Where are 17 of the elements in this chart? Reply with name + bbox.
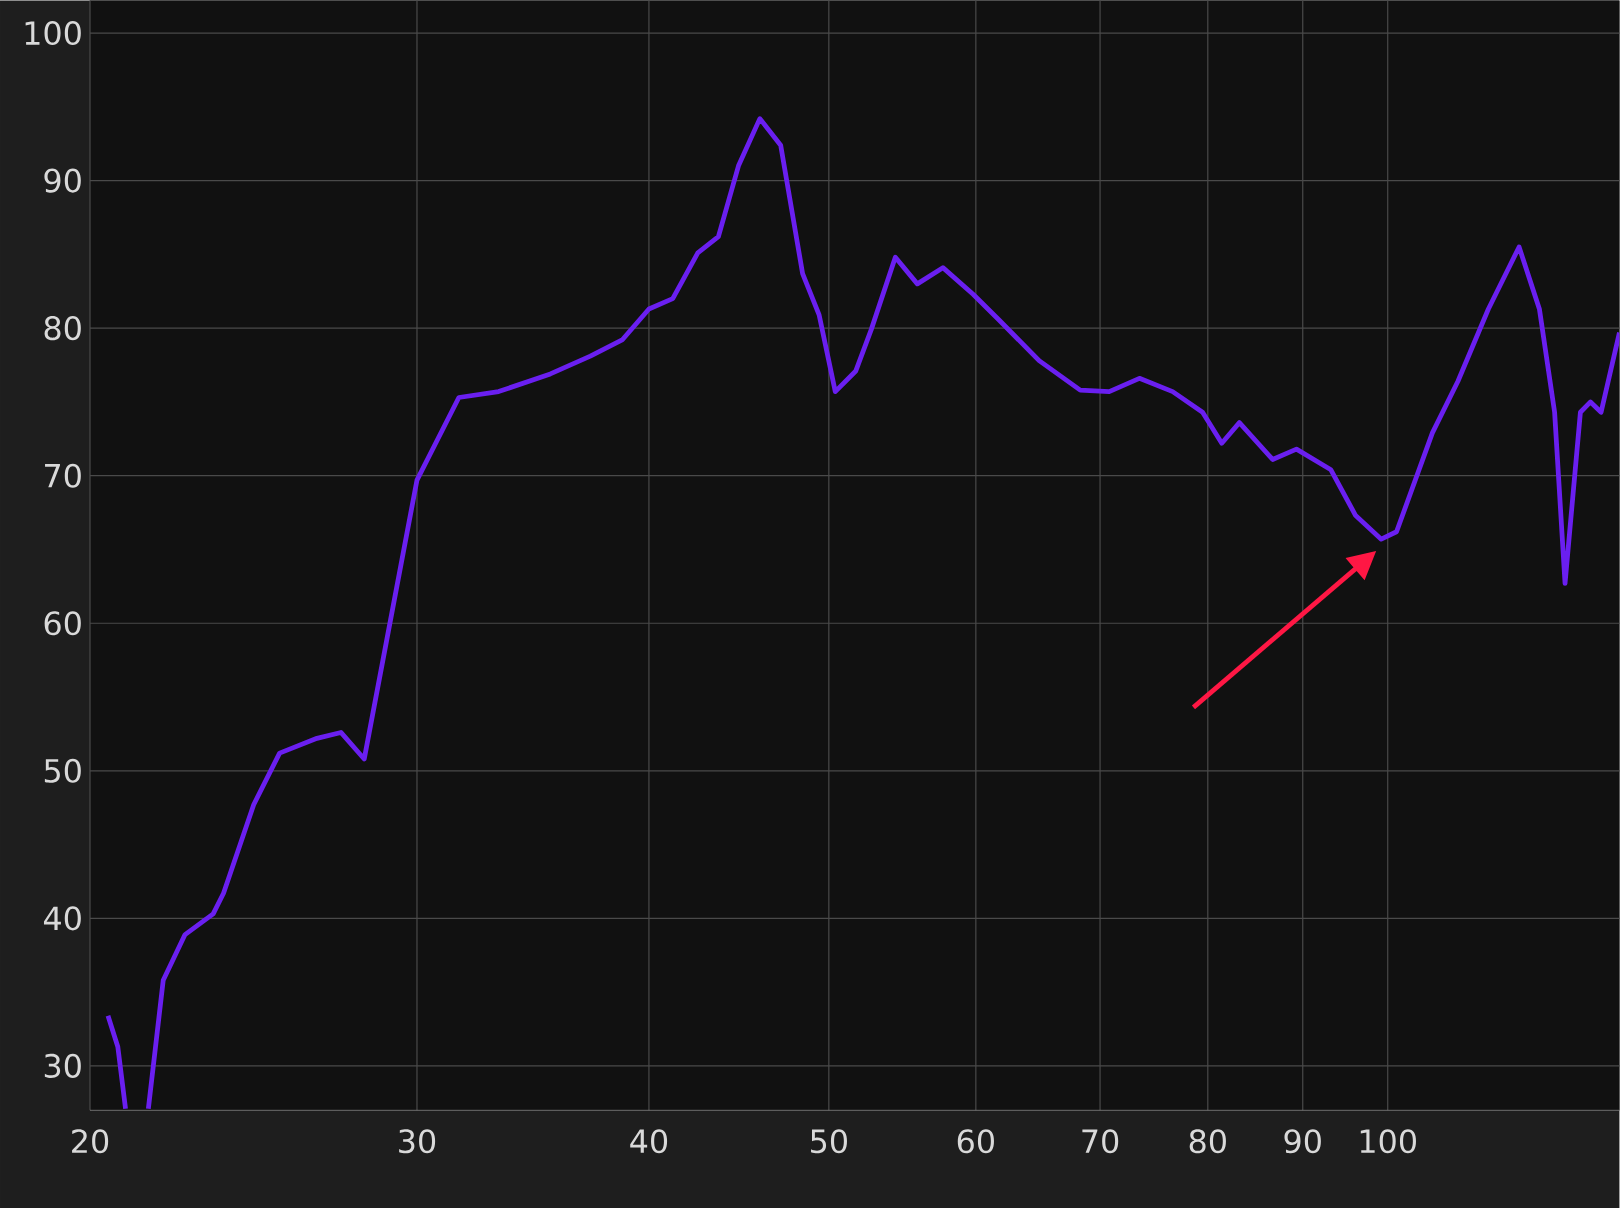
y-tick-label: 80 [44,316,81,341]
x-tick-label: 100 [1360,1129,1416,1154]
x-tick-label: 80 [1189,1129,1226,1154]
y-tick-label: 100 [25,20,81,46]
x-tick-label: 60 [957,1129,994,1154]
y-tick-label: 90 [44,168,81,193]
y-tick-label: 60 [44,611,81,636]
x-tick-label: 30 [399,1129,436,1154]
y-tick-label: 40 [43,906,81,931]
x-tick-label: 40 [630,1129,668,1154]
x-tick-label: 90 [1284,1129,1321,1154]
y-tick-label: 70 [45,463,81,488]
y-tick-label: 30 [44,1053,81,1078]
x-tick-label: 70 [1082,1129,1119,1154]
y-tick-label: 50 [44,758,81,783]
x-tick-label: 50 [811,1129,847,1154]
x-tick-label: 20 [72,1129,109,1154]
